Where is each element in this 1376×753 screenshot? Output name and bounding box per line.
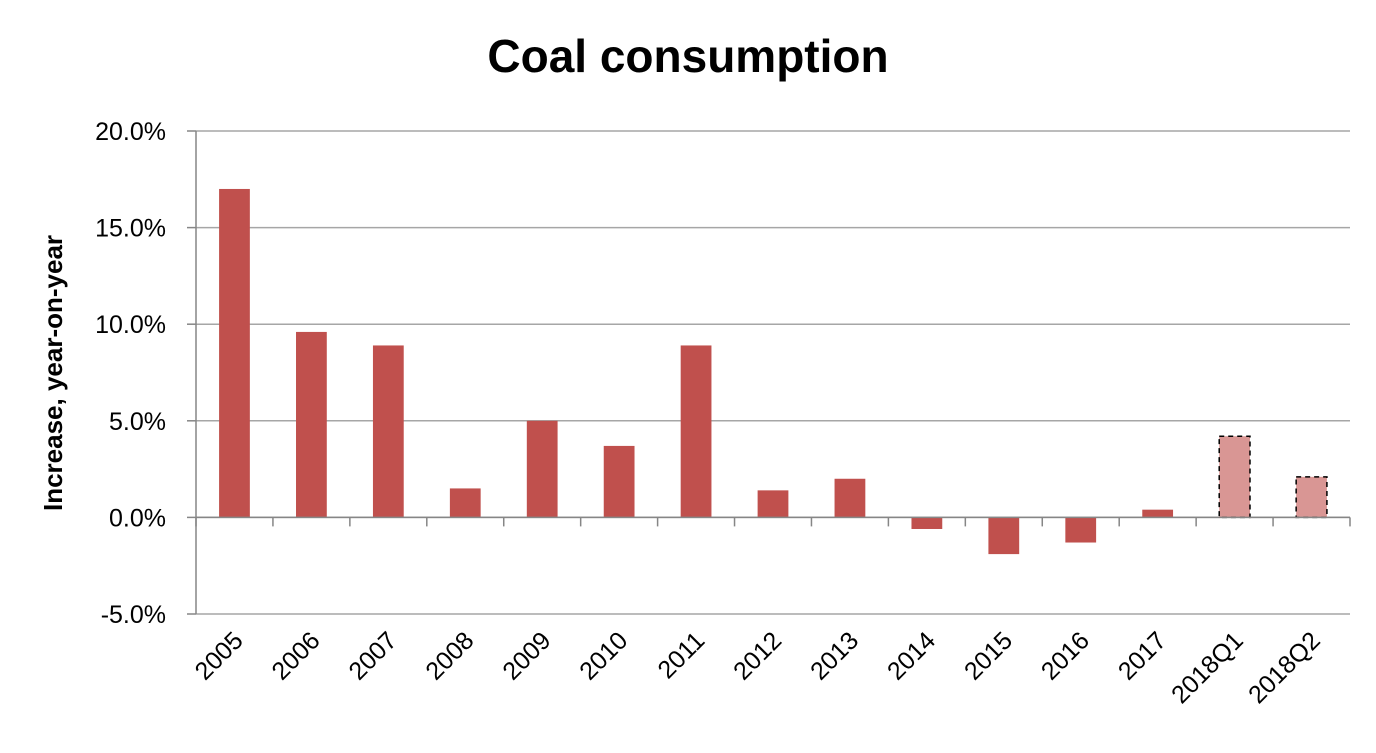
x-tick-label: 2011: [652, 626, 710, 684]
axes: [195, 131, 1351, 614]
gridlines: [187, 130, 1350, 615]
y-tick-label: 0.0%: [109, 504, 166, 532]
bar-2010: [603, 445, 635, 518]
bar-2016: [1065, 517, 1097, 543]
bar-2006: [296, 331, 327, 518]
bar-2008: [449, 488, 481, 518]
x-tick-label: 2014: [882, 626, 941, 685]
x-tick-label: 2018Q1: [1166, 626, 1249, 709]
x-tick-label: 2015: [959, 626, 1018, 685]
bar-2018Q1: [1218, 435, 1251, 519]
bar-2015: [988, 517, 1020, 555]
bar-2014: [911, 517, 943, 529]
x-tick-label: 2017: [1113, 626, 1172, 685]
y-tick-label: 20.0%: [95, 118, 166, 146]
bar-2009: [526, 420, 558, 518]
bar-2005: [219, 188, 250, 518]
x-tick-label: 2009: [497, 626, 556, 685]
x-tick-labels: 2005 2006 2007 2008 2009 2010 2011 2012 2013 2014…: [190, 626, 1326, 709]
y-tick-labels: -5.0% 0.0% 5.0% 10.0% 15.0% 20.0%: [95, 118, 166, 629]
bar-2018Q2: [1295, 476, 1328, 519]
x-tick-label: 2013: [805, 626, 864, 685]
x-tick-label: 2005: [190, 626, 249, 685]
bars: [219, 188, 1328, 555]
bar-2007: [372, 345, 404, 518]
x-tick-label: 2008: [420, 626, 479, 685]
bar-2011: [680, 345, 712, 518]
x-tick-label: 2012: [728, 626, 787, 685]
bar-2017: [1142, 509, 1174, 518]
x-tick-label: 2018Q2: [1243, 626, 1326, 709]
x-tick-label: 2010: [574, 626, 633, 685]
bar-2013: [834, 478, 866, 518]
y-tick-label: -5.0%: [101, 601, 166, 629]
y-tick-label: 10.0%: [95, 311, 166, 339]
bar-2012: [757, 490, 789, 518]
y-axis-label: Increase, year-on-year: [38, 235, 68, 511]
x-tick-label: 2007: [343, 626, 402, 685]
x-tick-label: 2016: [1036, 626, 1095, 685]
x-tick-label: 2006: [267, 626, 326, 685]
y-tick-label: 5.0%: [109, 408, 166, 436]
chart-title: Coal consumption: [487, 30, 888, 82]
y-tick-label: 15.0%: [95, 215, 166, 243]
